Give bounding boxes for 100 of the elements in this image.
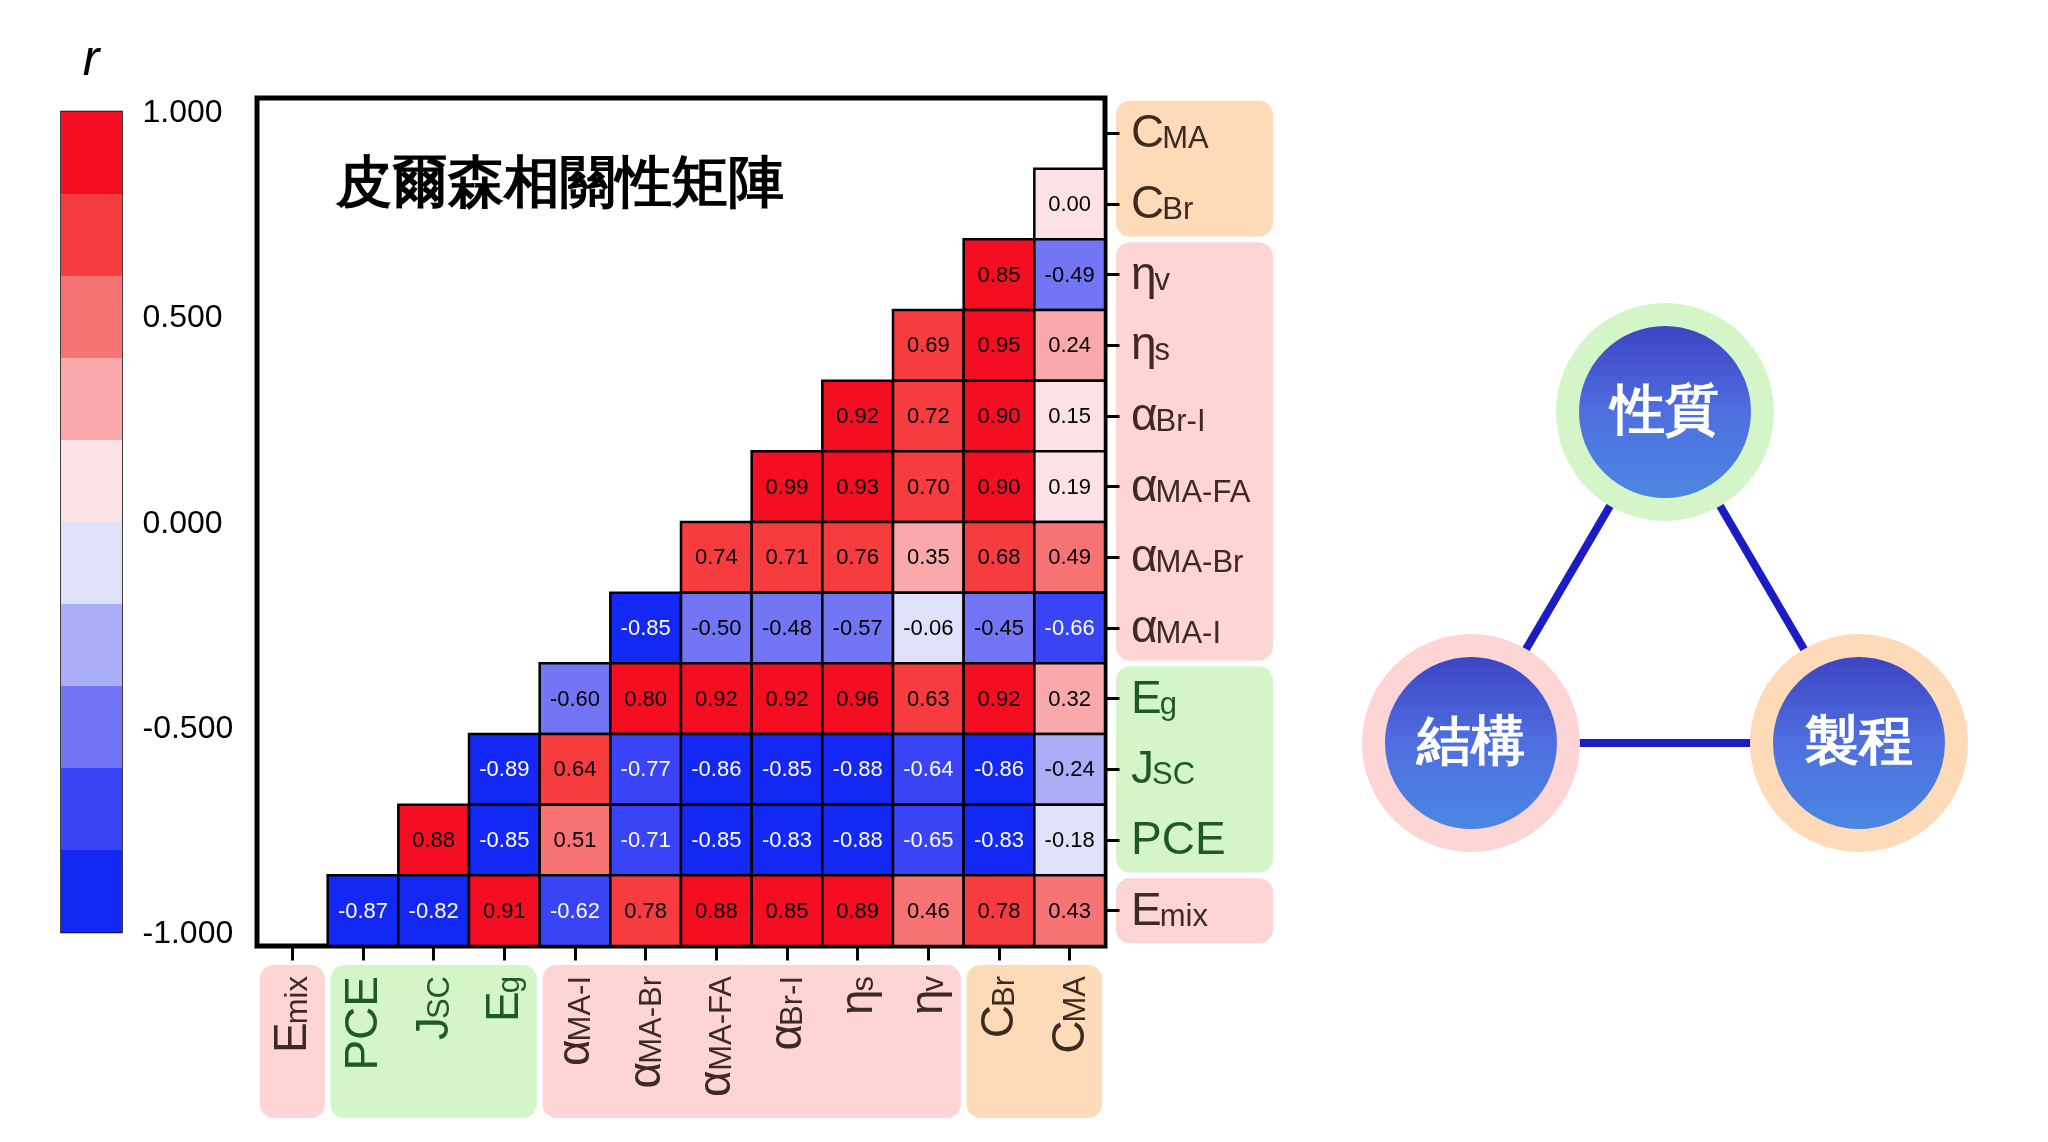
text: 皮爾森相關性矩陣 — [335, 150, 784, 213]
data-label: 0.19 — [1048, 473, 1092, 499]
data-label: -0.85 — [691, 827, 742, 852]
y-tick-label: αMA-I — [1131, 600, 1222, 652]
data-label: 0.85 — [765, 897, 809, 923]
data-label: 0.96 — [836, 685, 880, 711]
data-label: 0.90 — [977, 403, 1021, 428]
x-tick-label: JSC — [405, 976, 458, 1041]
color-bar-label: -0.500 — [142, 708, 234, 745]
data-label: 0.92 — [836, 403, 880, 428]
data-label: -0.65 — [903, 827, 954, 852]
data-label: 0.88 — [412, 827, 456, 852]
data-label: -0.83 — [761, 827, 813, 852]
data-label: -0.85 — [620, 615, 671, 640]
x-tick-label: CMA — [1041, 975, 1094, 1054]
data-label: 0.51 — [553, 827, 597, 852]
data-label: 0.69 — [906, 332, 950, 358]
x-tick-label: αBr-I — [759, 976, 811, 1051]
data-label: 0.93 — [836, 473, 880, 499]
data-label: 0.95 — [977, 332, 1021, 358]
color-bar-label: 0.500 — [142, 298, 223, 335]
data-label: 0.72 — [906, 403, 950, 428]
x-tick-label: ηv — [900, 975, 953, 1016]
data-label: -0.85 — [761, 756, 813, 782]
data-label: -0.57 — [832, 615, 883, 640]
data-label: -0.18 — [1044, 827, 1095, 852]
y-tick-label: CMA — [1131, 105, 1210, 158]
data-label: 0.71 — [765, 544, 809, 570]
data-label: -0.45 — [973, 615, 1025, 640]
y-tick-label: CBr — [1131, 176, 1194, 228]
data-label: 0.78 — [624, 897, 668, 923]
y-tick-label: αMA-FA — [1131, 458, 1251, 511]
data-label: 0.90 — [977, 473, 1021, 499]
data-label: -0.06 — [903, 615, 954, 640]
x-tick-label: αMA-FA — [688, 975, 741, 1098]
y-tick-label: ηs — [1131, 317, 1171, 370]
data-label: 0.89 — [836, 897, 880, 923]
data-label: 0.43 — [1048, 897, 1092, 923]
data-label: -0.50 — [691, 615, 742, 640]
color-bar-label: 1.000 — [142, 93, 223, 129]
data-label: -0.83 — [973, 827, 1025, 852]
data-label: -0.77 — [620, 756, 671, 782]
data-label: 0.70 — [906, 473, 950, 499]
data-label: -0.62 — [549, 897, 601, 923]
data-label: 0.68 — [977, 544, 1021, 570]
color-bar-label: 0.000 — [142, 503, 223, 540]
data-label: 0.76 — [836, 544, 880, 570]
text: 結構 — [1415, 710, 1525, 770]
data-label: 0.92 — [765, 685, 809, 711]
data-label: 0.78 — [977, 897, 1021, 923]
data-label: -0.89 — [479, 756, 530, 782]
y-tick-label: αBr-I — [1131, 388, 1206, 440]
data-label: 0.91 — [482, 897, 526, 923]
text: 性質 — [1608, 379, 1719, 439]
data-label: 0.92 — [977, 685, 1021, 711]
x-tick-label: CBr — [971, 976, 1023, 1039]
data-label: -0.48 — [761, 615, 813, 640]
data-label: 0.64 — [553, 756, 597, 782]
data-label: -0.85 — [479, 827, 530, 852]
color-bar-label: -1.000 — [142, 914, 234, 950]
data-label: 0.49 — [1048, 544, 1092, 570]
data-label: -0.66 — [1044, 615, 1095, 640]
data-label: 0.24 — [1048, 332, 1092, 358]
data-label: -0.71 — [620, 827, 671, 852]
y-tick-label: αMA-Br — [1131, 529, 1244, 582]
data-label: 0.35 — [906, 544, 950, 570]
data-label: 0.85 — [977, 261, 1021, 287]
data-label: 0.00 — [1048, 191, 1092, 216]
y-tick-label: PCE — [1131, 812, 1226, 864]
data-label: 0.32 — [1048, 685, 1092, 711]
y-tick-label: Eg — [1131, 670, 1177, 723]
y-tick-label: ηv — [1131, 246, 1171, 299]
color-bar-title: r — [82, 29, 102, 86]
data-label: -0.64 — [903, 756, 954, 782]
data-label: 0.46 — [906, 897, 950, 923]
data-label: 0.80 — [624, 685, 668, 711]
y-tick-label: JSC — [1131, 741, 1196, 794]
x-tick-label: ηs — [829, 976, 882, 1016]
y-tick-label: Emix — [1131, 882, 1209, 935]
data-label: -0.87 — [337, 897, 389, 923]
x-tick-label: PCE — [335, 976, 387, 1071]
data-label: -0.49 — [1044, 261, 1095, 287]
x-tick-label: αMA-Br — [617, 976, 670, 1089]
data-label: 0.88 — [694, 897, 738, 923]
data-label: -0.86 — [691, 756, 742, 782]
data-label: 0.15 — [1048, 403, 1092, 428]
x-tick-label: Eg — [476, 976, 529, 1022]
x-tick-label: Emix — [264, 975, 317, 1053]
data-label: -0.82 — [408, 897, 459, 923]
data-label: -0.88 — [832, 827, 883, 852]
data-label: -0.86 — [973, 756, 1025, 782]
data-label: -0.24 — [1044, 756, 1095, 782]
x-tick-label: αMA-I — [547, 976, 599, 1067]
data-label: 0.74 — [694, 544, 738, 570]
data-label: 0.99 — [765, 473, 809, 499]
data-label: 0.92 — [694, 685, 738, 711]
text: 製程 — [1804, 710, 1913, 770]
data-label: -0.88 — [832, 756, 883, 782]
data-label: 0.63 — [906, 685, 950, 711]
data-label: -0.60 — [549, 685, 601, 711]
